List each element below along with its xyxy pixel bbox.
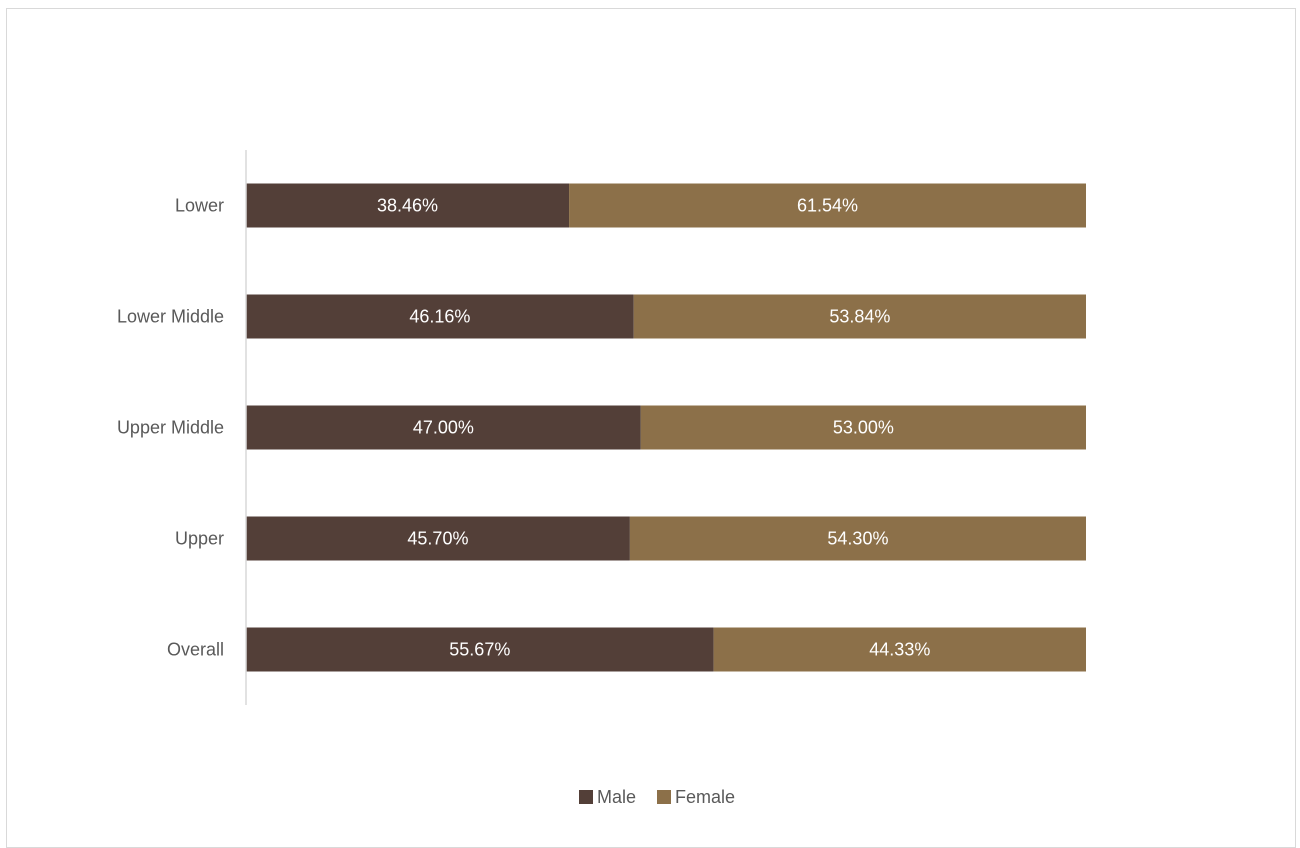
labels-layer: Lower 38.46% 61.54% Lower Middle 46.16% 53.84… xyxy=(117,196,930,660)
data-label: 38.46% xyxy=(377,196,438,216)
category-label: Upper Middle xyxy=(117,418,224,438)
bar-male xyxy=(246,405,641,450)
bar-male xyxy=(246,294,634,339)
legend: Male Female xyxy=(579,787,735,807)
bar-male xyxy=(246,183,570,228)
category-label: Overall xyxy=(167,640,224,660)
legend-label-female: Female xyxy=(675,787,735,807)
chart: Lower 38.46% 61.54% Lower Middle 46.16% 53.84… xyxy=(117,150,1086,807)
data-label: 61.54% xyxy=(797,196,858,216)
data-label: 54.30% xyxy=(827,529,888,549)
bar-male xyxy=(246,627,714,672)
bar-male xyxy=(246,516,630,561)
data-label: 44.33% xyxy=(869,640,930,660)
legend-label-male: Male xyxy=(597,787,636,807)
bar-female xyxy=(629,516,1086,561)
bar-female xyxy=(713,627,1086,672)
data-label: 45.70% xyxy=(407,529,468,549)
bar-female xyxy=(640,405,1086,450)
data-label: 55.67% xyxy=(449,640,510,660)
bar-female xyxy=(633,294,1086,339)
data-label: 46.16% xyxy=(409,307,470,327)
data-label: 53.00% xyxy=(833,418,894,438)
bar-female xyxy=(569,183,1086,228)
legend-swatch-female xyxy=(657,790,671,804)
legend-swatch-male xyxy=(579,790,593,804)
category-label: Lower xyxy=(175,196,224,216)
category-label: Lower Middle xyxy=(117,307,224,327)
data-label: 53.84% xyxy=(829,307,890,327)
data-label: 47.00% xyxy=(413,418,474,438)
category-label: Upper xyxy=(175,529,224,549)
bars-layer xyxy=(246,183,1086,672)
